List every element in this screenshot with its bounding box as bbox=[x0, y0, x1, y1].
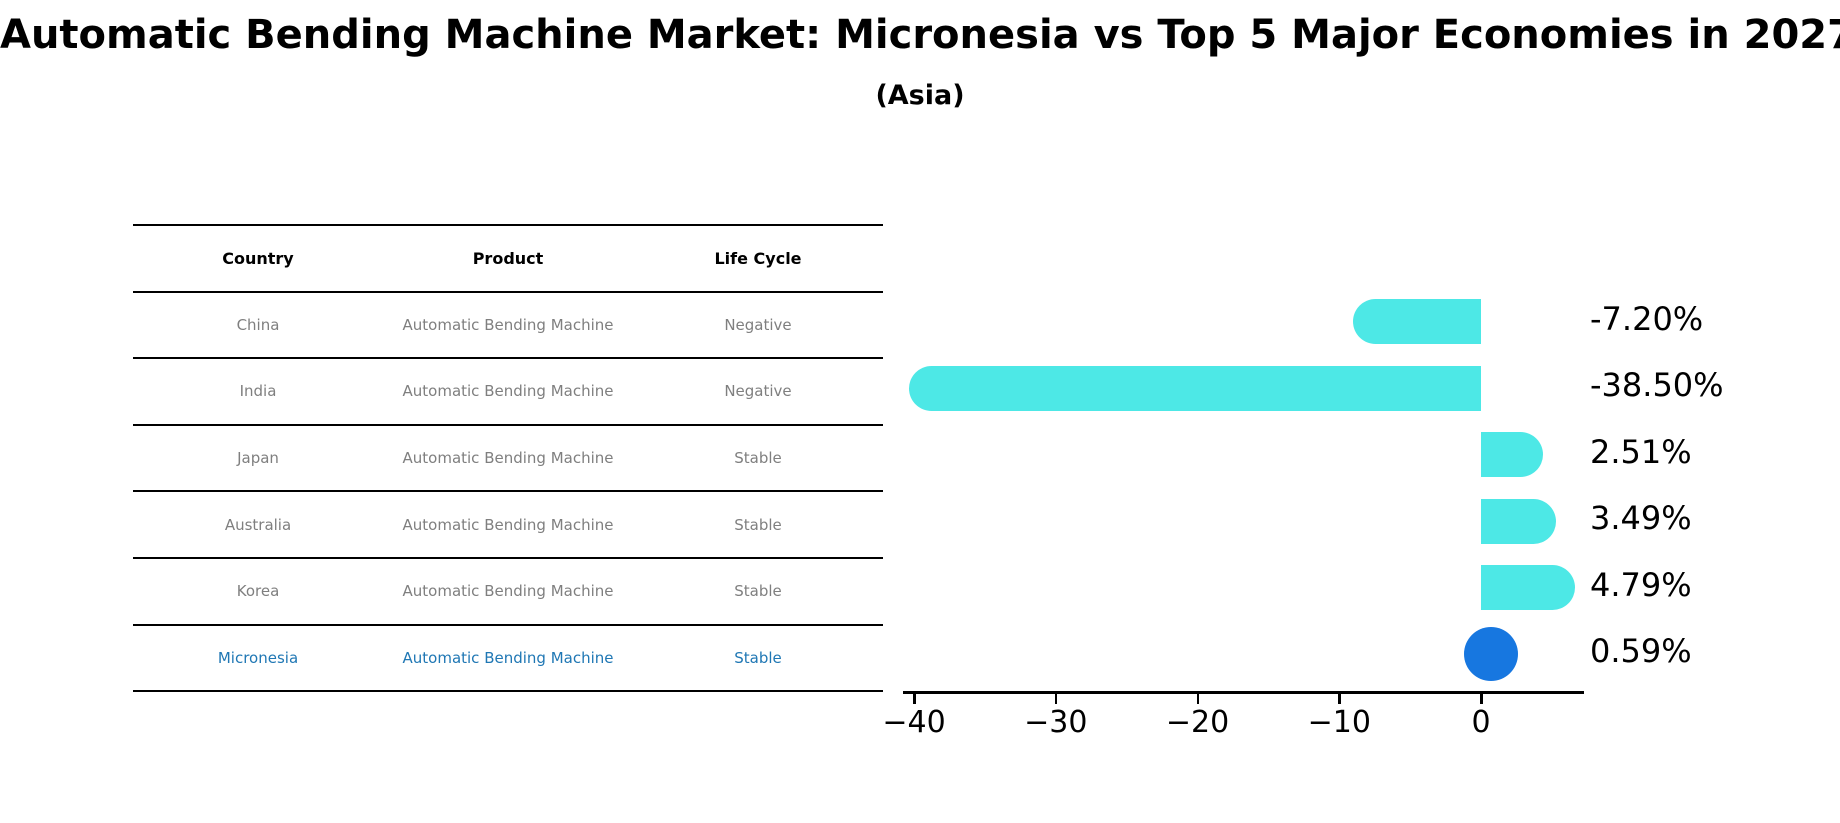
value-label-australia: 3.49% bbox=[1590, 499, 1692, 537]
bar-micronesia bbox=[1464, 627, 1518, 681]
cell-product: Automatic Bending Machine bbox=[402, 515, 614, 534]
cell-country: Australia bbox=[224, 515, 292, 534]
cell-product: Automatic Bending Machine bbox=[402, 449, 614, 468]
bar-india bbox=[909, 365, 1481, 411]
x-axis-tick bbox=[1480, 694, 1483, 704]
cell-life-cycle: Stable bbox=[734, 449, 782, 468]
table-header-row: Country Product Life Cycle bbox=[133, 226, 883, 293]
cell-country: Japan bbox=[237, 449, 279, 468]
cell-country: Micronesia bbox=[217, 648, 299, 667]
value-label-micronesia: 0.59% bbox=[1590, 632, 1692, 670]
table-row-japan: Japan Automatic Bending Machine Stable bbox=[133, 426, 883, 493]
value-label-korea: 4.79% bbox=[1590, 565, 1692, 604]
column-header-life-cycle: Life Cycle bbox=[714, 248, 802, 268]
page-subtitle: (Asia) bbox=[875, 80, 965, 111]
cell-life-cycle: Negative bbox=[724, 382, 792, 401]
page-title: Automatic Bending Machine Market: Micron… bbox=[0, 12, 1840, 58]
table-row-korea: Korea Automatic Bending Machine Stable bbox=[133, 559, 883, 626]
x-axis-tick bbox=[1338, 694, 1341, 704]
value-label-japan: 2.51% bbox=[1590, 432, 1692, 471]
x-axis-tick bbox=[1054, 694, 1058, 704]
x-axis-tick bbox=[1196, 694, 1199, 704]
column-header-product: Product bbox=[472, 248, 544, 268]
country-table: Country Product Life Cycle China Automat… bbox=[133, 224, 883, 693]
x-axis-tick bbox=[913, 694, 916, 704]
cell-life-cycle: Negative bbox=[724, 315, 792, 334]
bar-china bbox=[1352, 299, 1481, 344]
column-header-country: Country bbox=[222, 248, 294, 268]
bar-australia bbox=[1481, 498, 1557, 544]
cell-product: Automatic Bending Machine bbox=[402, 648, 614, 667]
x-axis-tick-label: −10 bbox=[1307, 705, 1371, 740]
cell-product: Automatic Bending Machine bbox=[402, 315, 614, 334]
cell-life-cycle: Stable bbox=[734, 648, 782, 667]
x-axis-tick-label: −40 bbox=[882, 705, 946, 740]
cell-country: India bbox=[239, 382, 277, 401]
bar-japan bbox=[1481, 432, 1543, 477]
cell-product: Automatic Bending Machine bbox=[402, 582, 614, 601]
cell-country: Korea bbox=[236, 582, 280, 601]
value-label-china: -7.20% bbox=[1590, 299, 1704, 338]
cell-life-cycle: Stable bbox=[734, 515, 782, 534]
table-row-australia: Australia Automatic Bending Machine Stab… bbox=[133, 492, 883, 559]
table-row-china: China Automatic Bending Machine Negative bbox=[133, 293, 883, 360]
x-axis-tick-label: −30 bbox=[1024, 705, 1088, 740]
table-row-micronesia: Micronesia Automatic Bending Machine Sta… bbox=[133, 626, 883, 691]
bar-korea bbox=[1481, 565, 1575, 610]
x-axis-line bbox=[903, 691, 1584, 694]
cell-product: Automatic Bending Machine bbox=[402, 382, 614, 401]
cell-life-cycle: Stable bbox=[734, 582, 782, 601]
x-axis-tick-label: −20 bbox=[1165, 705, 1230, 740]
cell-country: China bbox=[236, 315, 280, 334]
x-axis-tick-label: 0 bbox=[1471, 705, 1491, 740]
value-label-india: -38.50% bbox=[1590, 366, 1724, 404]
table-row-india: India Automatic Bending Machine Negative bbox=[133, 359, 883, 426]
